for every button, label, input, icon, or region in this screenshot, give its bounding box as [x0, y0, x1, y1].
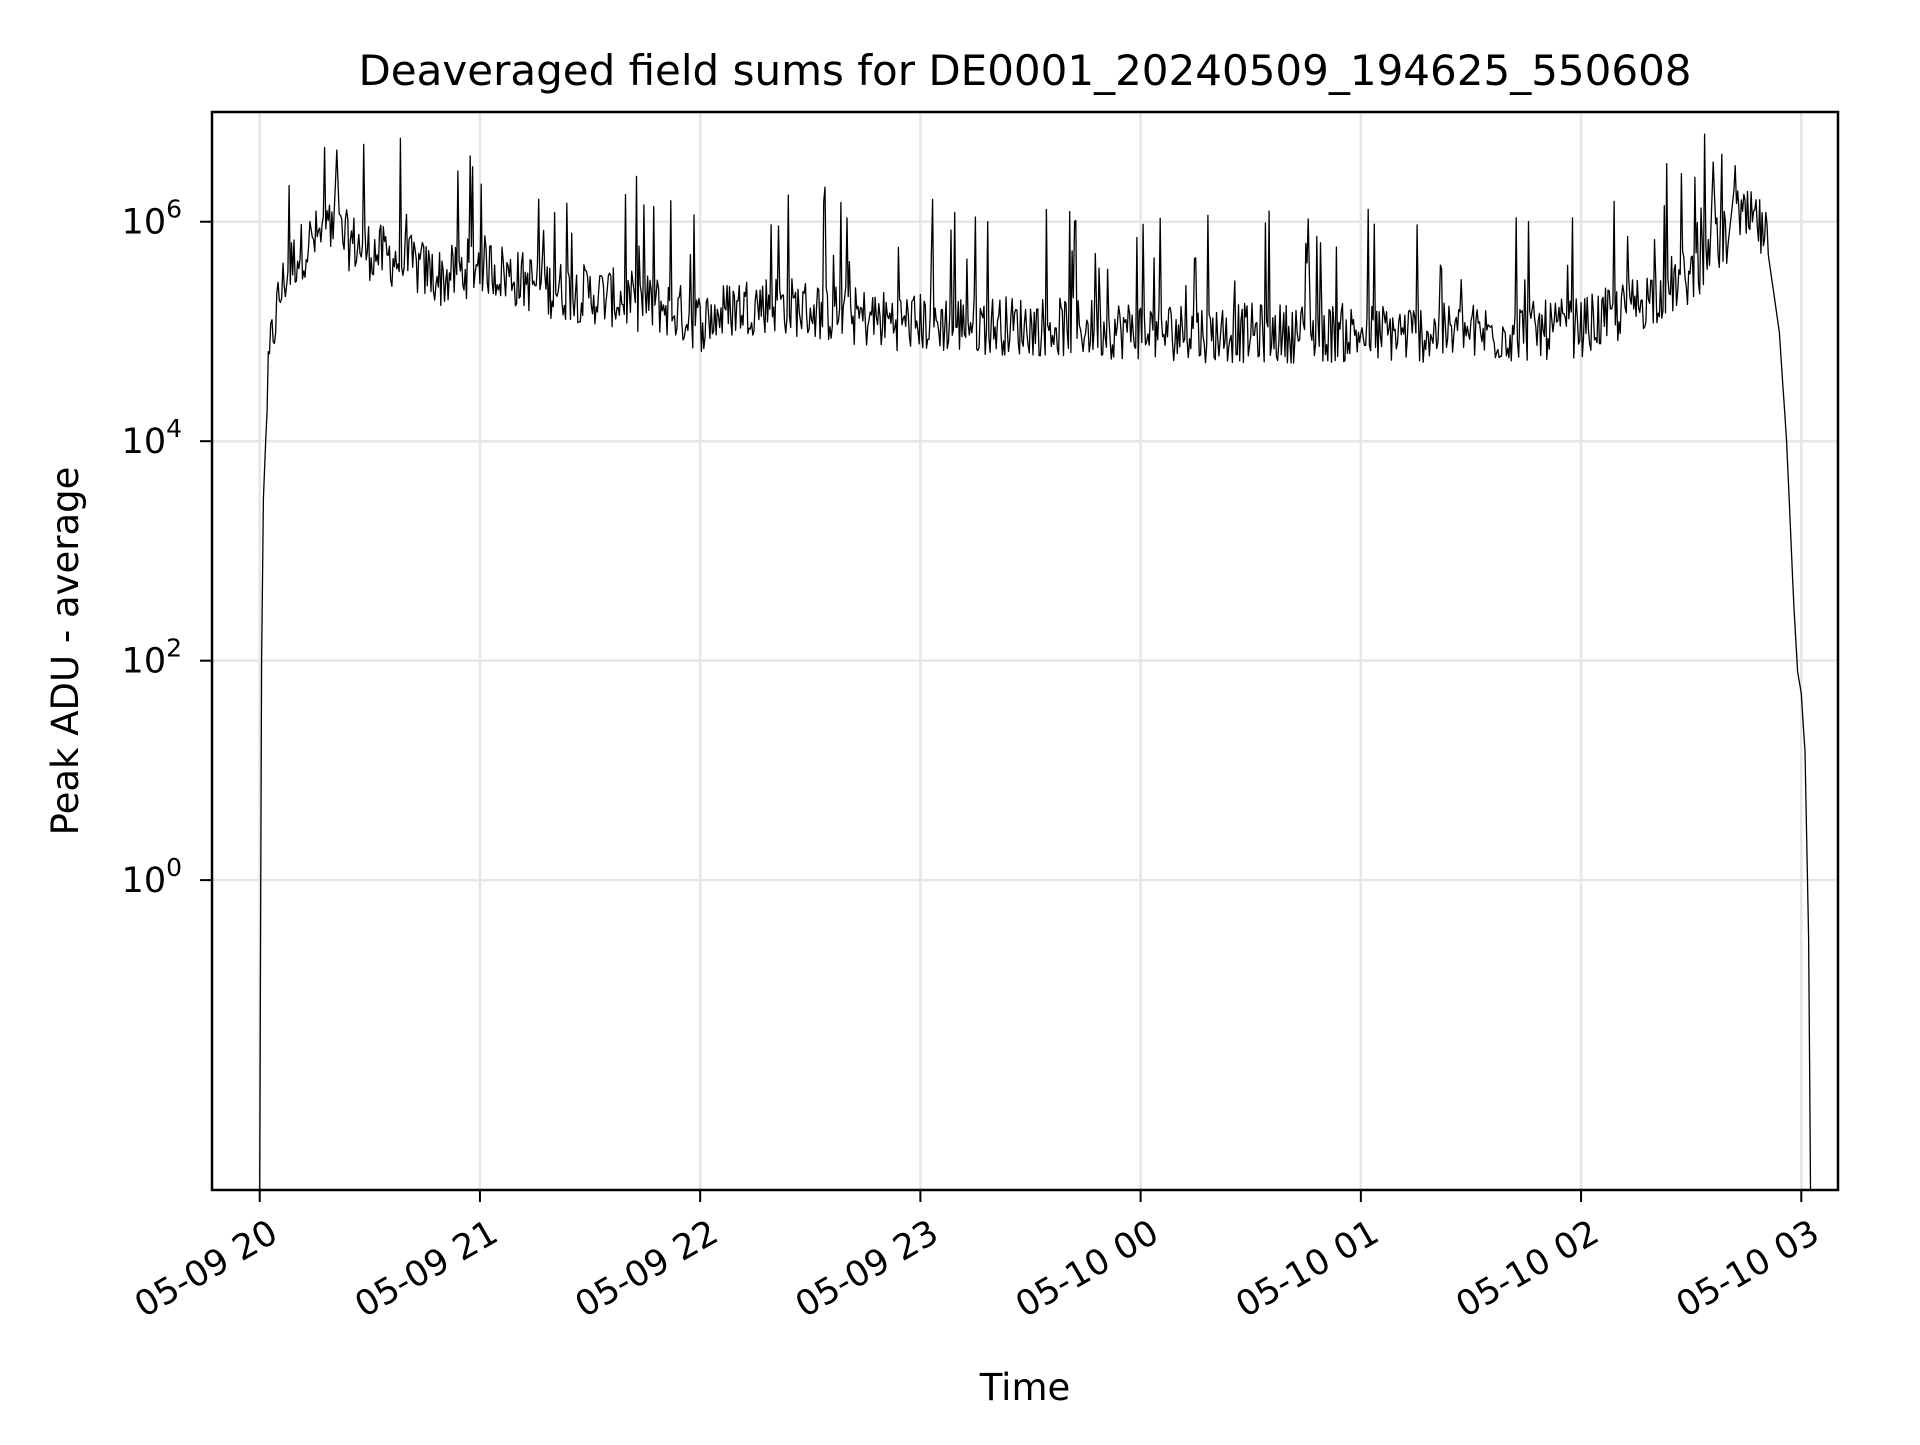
plot-frame — [210, 110, 1840, 1192]
y-axis-label: Peak ADU - average — [44, 467, 87, 836]
series-layer — [259, 133, 1812, 1191]
y-tick-label: 106 — [122, 195, 182, 243]
y-tick-label: 102 — [122, 634, 182, 682]
y-tick-label: 100 — [122, 853, 182, 901]
grid-layer — [212, 112, 1838, 1190]
x-axis-label: Time — [979, 1366, 1071, 1409]
y-tick-label: 104 — [122, 414, 182, 462]
chart-title: Deaveraged field sums for DE0001_2024050… — [358, 46, 1691, 95]
series-line — [259, 133, 1812, 1191]
